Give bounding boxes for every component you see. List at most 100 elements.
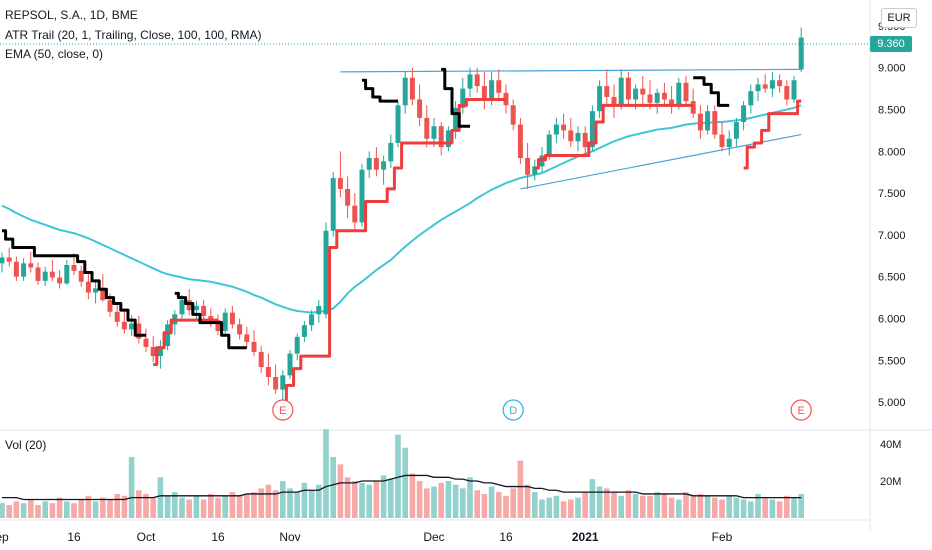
candle-body — [597, 86, 603, 112]
volume-bar — [625, 490, 632, 518]
candle-body — [589, 111, 595, 148]
volume-bar — [388, 479, 394, 518]
volume-bar — [56, 497, 63, 518]
volume-bar — [150, 497, 156, 518]
candle-body — [64, 264, 70, 284]
volume-bar — [460, 488, 466, 518]
candle-body — [165, 324, 171, 347]
candle-body — [208, 315, 214, 321]
axis-layer: 9.5009.0008.5008.0007.5007.0006.5006.000… — [0, 21, 906, 544]
candle-body — [546, 134, 552, 156]
candle-body — [409, 77, 415, 100]
candle-body — [532, 166, 538, 175]
volume-bar — [6, 505, 12, 518]
candle-body — [669, 99, 675, 106]
volume-bar — [193, 495, 200, 518]
candle-body — [6, 257, 12, 262]
volume-bar — [546, 497, 552, 518]
volume-bar — [697, 493, 704, 518]
candle-body — [287, 353, 293, 376]
volume-bar — [524, 484, 531, 518]
volume-axis-label: 20M — [880, 476, 901, 488]
candle-body — [690, 101, 696, 114]
candle-body — [42, 271, 48, 281]
candle-body — [777, 80, 783, 87]
candle-body — [381, 161, 387, 170]
time-axis-label: ep — [0, 530, 9, 544]
volume-bar — [42, 501, 48, 518]
atr-trail-long-segment — [534, 103, 694, 170]
candle-body — [445, 130, 451, 148]
volume-bar — [172, 492, 178, 518]
ema-indicator-label[interactable]: EMA (50, close, 0) — [5, 47, 104, 61]
candle-body — [553, 124, 559, 135]
volume-axis-label: 40M — [880, 439, 901, 451]
candle-body — [474, 74, 480, 87]
candle-body — [28, 263, 34, 268]
volume-bar — [251, 492, 257, 518]
price-axis-label: 8.000 — [878, 146, 906, 158]
volume-bar — [35, 505, 41, 518]
candle-body — [798, 37, 804, 70]
volume-bar — [632, 493, 639, 518]
candle-body — [633, 88, 639, 100]
candle-body — [467, 74, 473, 89]
candle-body — [330, 178, 336, 231]
candle-body — [244, 334, 250, 342]
volume-bar — [467, 477, 473, 518]
volume-bar — [661, 493, 668, 518]
atr-trail-long-segment — [282, 97, 506, 404]
volume-bar — [416, 481, 423, 518]
volume-bar — [704, 495, 711, 518]
volume-bar — [452, 484, 459, 518]
candle-body — [640, 88, 646, 95]
candle-body — [510, 105, 516, 125]
volume-bar — [539, 499, 545, 518]
candle-body — [460, 88, 466, 108]
currency-button[interactable]: EUR — [881, 8, 917, 28]
candle-body — [193, 305, 199, 311]
candle-body — [186, 300, 192, 311]
volume-bar — [128, 456, 135, 518]
volume-bar — [380, 475, 387, 518]
price-axis-label: 6.500 — [878, 272, 906, 284]
time-axis-label: 2021 — [572, 530, 599, 544]
candle-body — [136, 323, 142, 339]
candle-body — [676, 82, 682, 106]
candle-body — [755, 84, 761, 92]
candle-body — [85, 281, 91, 293]
atr-trail-layer — [2, 67, 802, 404]
price-axis-label: 5.500 — [878, 355, 906, 367]
volume-bar — [121, 495, 128, 518]
volume-bar — [85, 495, 92, 518]
volume-bar — [769, 499, 776, 518]
volume-bar — [366, 484, 372, 518]
volume-bar — [712, 497, 718, 518]
atr-trail-short-segment — [2, 229, 146, 337]
volume-bar — [611, 492, 617, 518]
volume-bar — [28, 499, 34, 518]
volume-bar — [445, 481, 452, 518]
volume-bar — [258, 488, 264, 518]
volume-bar — [236, 495, 243, 518]
earnings-event-letter: E — [798, 405, 805, 417]
candle-body — [683, 82, 689, 102]
volume-indicator-label[interactable]: Vol (20) — [5, 438, 47, 452]
volume-bar — [0, 503, 5, 518]
volume-bar — [352, 481, 358, 518]
atr-trail-short-segment — [441, 67, 470, 128]
candle-body — [647, 94, 653, 103]
ema-line — [1, 104, 802, 314]
earnings-event-letter: E — [279, 405, 286, 417]
atr-indicator-label[interactable]: ATR Trail (20, 1, Trailing, Close, 100, … — [5, 28, 262, 42]
candle-body — [618, 77, 624, 106]
volume-bar — [604, 488, 610, 518]
candle-body — [78, 270, 84, 282]
volume-bar — [114, 493, 120, 518]
candle-body — [229, 312, 235, 325]
candle-body — [265, 366, 271, 378]
volume-bar — [596, 486, 603, 518]
candle-body — [280, 375, 286, 390]
volume-bar — [402, 447, 408, 518]
